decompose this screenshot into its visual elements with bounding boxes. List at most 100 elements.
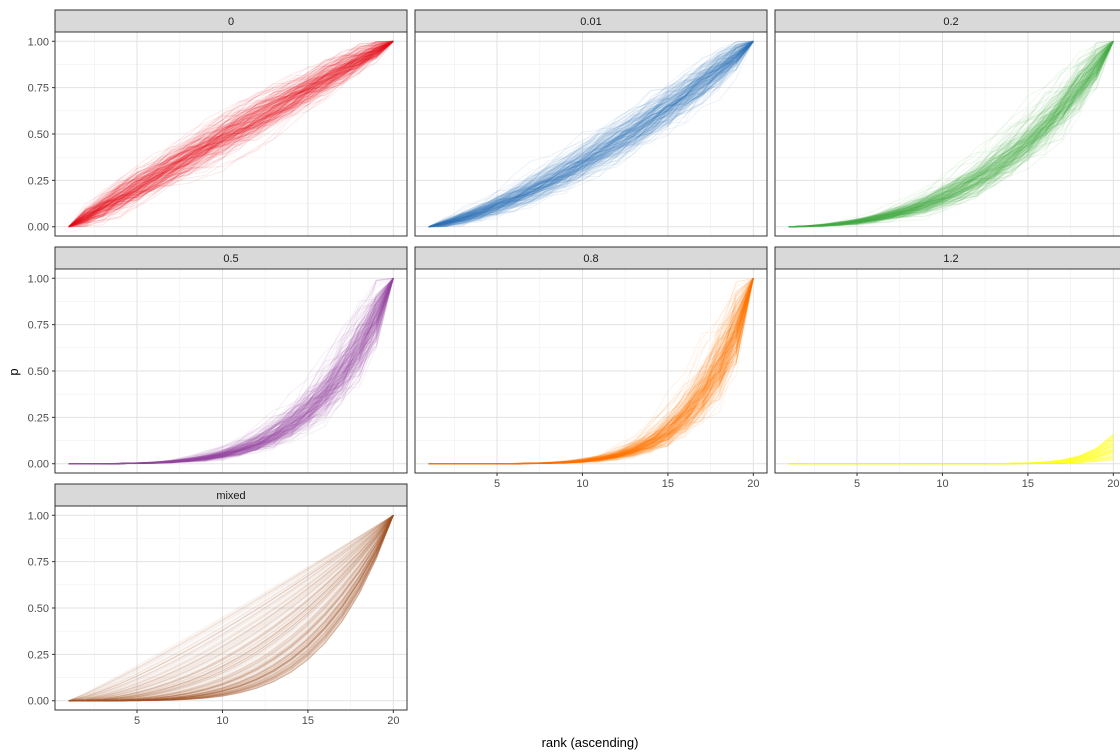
series-line [68, 278, 394, 465]
series-line [428, 278, 754, 465]
series-line [68, 514, 394, 702]
series-line [428, 278, 754, 465]
series-line [68, 278, 394, 465]
series-line [68, 515, 394, 702]
series-line [428, 40, 754, 228]
series-line [68, 515, 394, 702]
series-line [788, 41, 1114, 228]
series-line [788, 449, 1114, 465]
series-line [68, 40, 394, 228]
series-line [68, 40, 394, 228]
series-line [428, 40, 754, 228]
series-line [68, 40, 394, 228]
series-line [788, 448, 1114, 465]
series-line [788, 40, 1114, 228]
series-line [788, 41, 1114, 228]
series-line [428, 278, 754, 465]
series-line [428, 40, 754, 228]
series-line [788, 458, 1114, 465]
series-line [68, 278, 394, 465]
series-line [68, 40, 394, 228]
series-line [428, 278, 754, 465]
series-line [428, 278, 754, 465]
series-line [788, 40, 1114, 228]
series-line [68, 278, 394, 465]
series-line [428, 40, 754, 228]
panel-border [774, 268, 1120, 474]
series-line [428, 40, 754, 228]
series-line [428, 278, 754, 465]
series-line [428, 277, 754, 465]
series-line [428, 41, 754, 228]
series-line [428, 40, 754, 228]
series-line [68, 40, 394, 228]
series-line [68, 514, 394, 702]
series-line [428, 278, 754, 465]
series-line [68, 40, 394, 228]
series-line [68, 40, 394, 228]
series-line [68, 515, 394, 702]
series-line [788, 41, 1114, 228]
series-line [788, 41, 1114, 228]
series-line [68, 278, 394, 465]
series-line [68, 40, 394, 228]
series-line [68, 278, 394, 465]
series-line [788, 438, 1114, 465]
series-line [788, 439, 1114, 465]
panel-strip-label: 0.5 [223, 253, 238, 265]
series-line [788, 457, 1114, 465]
x-tick-label: 10 [576, 478, 588, 490]
series-line [788, 437, 1114, 465]
series-line [68, 278, 394, 465]
series-line [788, 41, 1114, 228]
series-line [428, 278, 754, 465]
series-line [788, 434, 1114, 465]
series-line [788, 438, 1114, 465]
series-line [428, 278, 754, 465]
series-line [68, 514, 394, 702]
series-line [788, 41, 1114, 228]
series-line [68, 514, 394, 702]
series-line [68, 40, 394, 228]
series-line [68, 40, 394, 228]
y-tick-label: 0.75 [28, 83, 49, 95]
series-line [428, 278, 754, 465]
series-line [68, 40, 394, 228]
series-line [788, 40, 1114, 228]
series-line [68, 277, 394, 465]
series-line [428, 278, 754, 465]
series-line [68, 278, 394, 465]
series-line [68, 515, 394, 702]
series-line [68, 514, 394, 702]
series-line [428, 40, 754, 228]
series-line [788, 458, 1114, 465]
series-line [68, 514, 394, 702]
series-line [68, 278, 394, 465]
series-line [428, 277, 754, 465]
series-line [428, 40, 754, 228]
series-line [428, 278, 754, 465]
series-line [428, 278, 754, 465]
series-line [788, 459, 1114, 465]
series-line [788, 451, 1114, 465]
series-line [68, 278, 394, 465]
y-tick-label: 0.00 [28, 459, 49, 471]
series-line [788, 41, 1114, 228]
series-line [788, 445, 1114, 465]
series-line [788, 40, 1114, 228]
series-line [428, 40, 754, 228]
series-line [788, 41, 1114, 228]
series-line [68, 40, 394, 228]
series-line [428, 278, 754, 465]
series-line [68, 278, 394, 465]
series-line [68, 514, 394, 702]
series-line [428, 277, 754, 465]
series-line [788, 437, 1114, 465]
series-line [68, 40, 394, 228]
series-line [788, 40, 1114, 228]
series-line [788, 40, 1114, 228]
series-line [68, 514, 394, 702]
series-line [788, 456, 1114, 465]
series-line [788, 40, 1114, 228]
series-line [68, 514, 394, 702]
